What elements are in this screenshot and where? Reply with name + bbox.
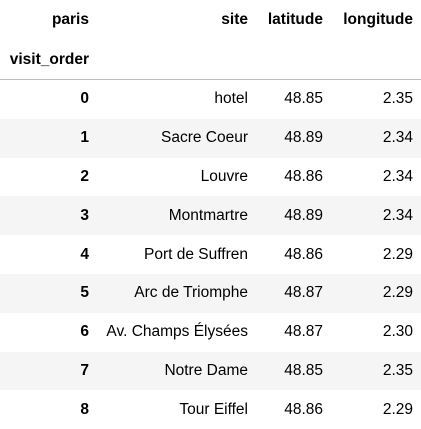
row-index: 6 — [0, 313, 97, 352]
site-cell: hotel — [97, 80, 256, 119]
row-index: 4 — [0, 235, 97, 274]
site-cell: Av. Champs Élysées — [97, 313, 256, 352]
longitude-cell: 2.30 — [331, 313, 421, 352]
latitude-cell: 48.89 — [256, 119, 331, 158]
site-cell: Louvre — [97, 158, 256, 197]
row-index: 1 — [0, 119, 97, 158]
empty-header-cell — [331, 40, 421, 80]
column-header-latitude: latitude — [256, 0, 331, 40]
longitude-cell: 2.35 — [331, 80, 421, 119]
row-index: 7 — [0, 352, 97, 391]
row-index: 0 — [0, 80, 97, 119]
site-cell: Tour Eiffel — [97, 390, 256, 429]
longitude-cell: 2.35 — [331, 352, 421, 391]
index-name-row: visit_order — [0, 40, 421, 80]
site-cell: Arc de Triomphe — [97, 274, 256, 313]
latitude-cell: 48.86 — [256, 390, 331, 429]
site-cell: Sacre Coeur — [97, 119, 256, 158]
latitude-cell: 48.86 — [256, 235, 331, 274]
table-header: paris site latitude longitude visit_orde… — [0, 0, 421, 80]
empty-header-cell — [256, 40, 331, 80]
column-header-site: site — [97, 0, 256, 40]
row-index: 3 — [0, 196, 97, 235]
longitude-cell: 2.29 — [331, 390, 421, 429]
latitude-cell: 48.85 — [256, 80, 331, 119]
latitude-cell: 48.87 — [256, 274, 331, 313]
row-index: 5 — [0, 274, 97, 313]
empty-header-cell — [97, 40, 256, 80]
site-cell: Port de Suffren — [97, 235, 256, 274]
site-cell: Montmartre — [97, 196, 256, 235]
site-cell: Notre Dame — [97, 352, 256, 391]
row-index: 8 — [0, 390, 97, 429]
longitude-cell: 2.34 — [331, 196, 421, 235]
latitude-cell: 48.85 — [256, 352, 331, 391]
longitude-cell: 2.34 — [331, 158, 421, 197]
latitude-cell: 48.89 — [256, 196, 331, 235]
column-header-row: paris site latitude longitude — [0, 0, 421, 40]
longitude-cell: 2.34 — [331, 119, 421, 158]
longitude-cell: 2.29 — [331, 274, 421, 313]
columns-name-label: paris — [0, 0, 97, 40]
index-name-label: visit_order — [0, 40, 97, 80]
latitude-cell: 48.87 — [256, 313, 331, 352]
column-header-longitude: longitude — [331, 0, 421, 40]
row-index: 2 — [0, 158, 97, 197]
longitude-cell: 2.29 — [331, 235, 421, 274]
latitude-cell: 48.86 — [256, 158, 331, 197]
